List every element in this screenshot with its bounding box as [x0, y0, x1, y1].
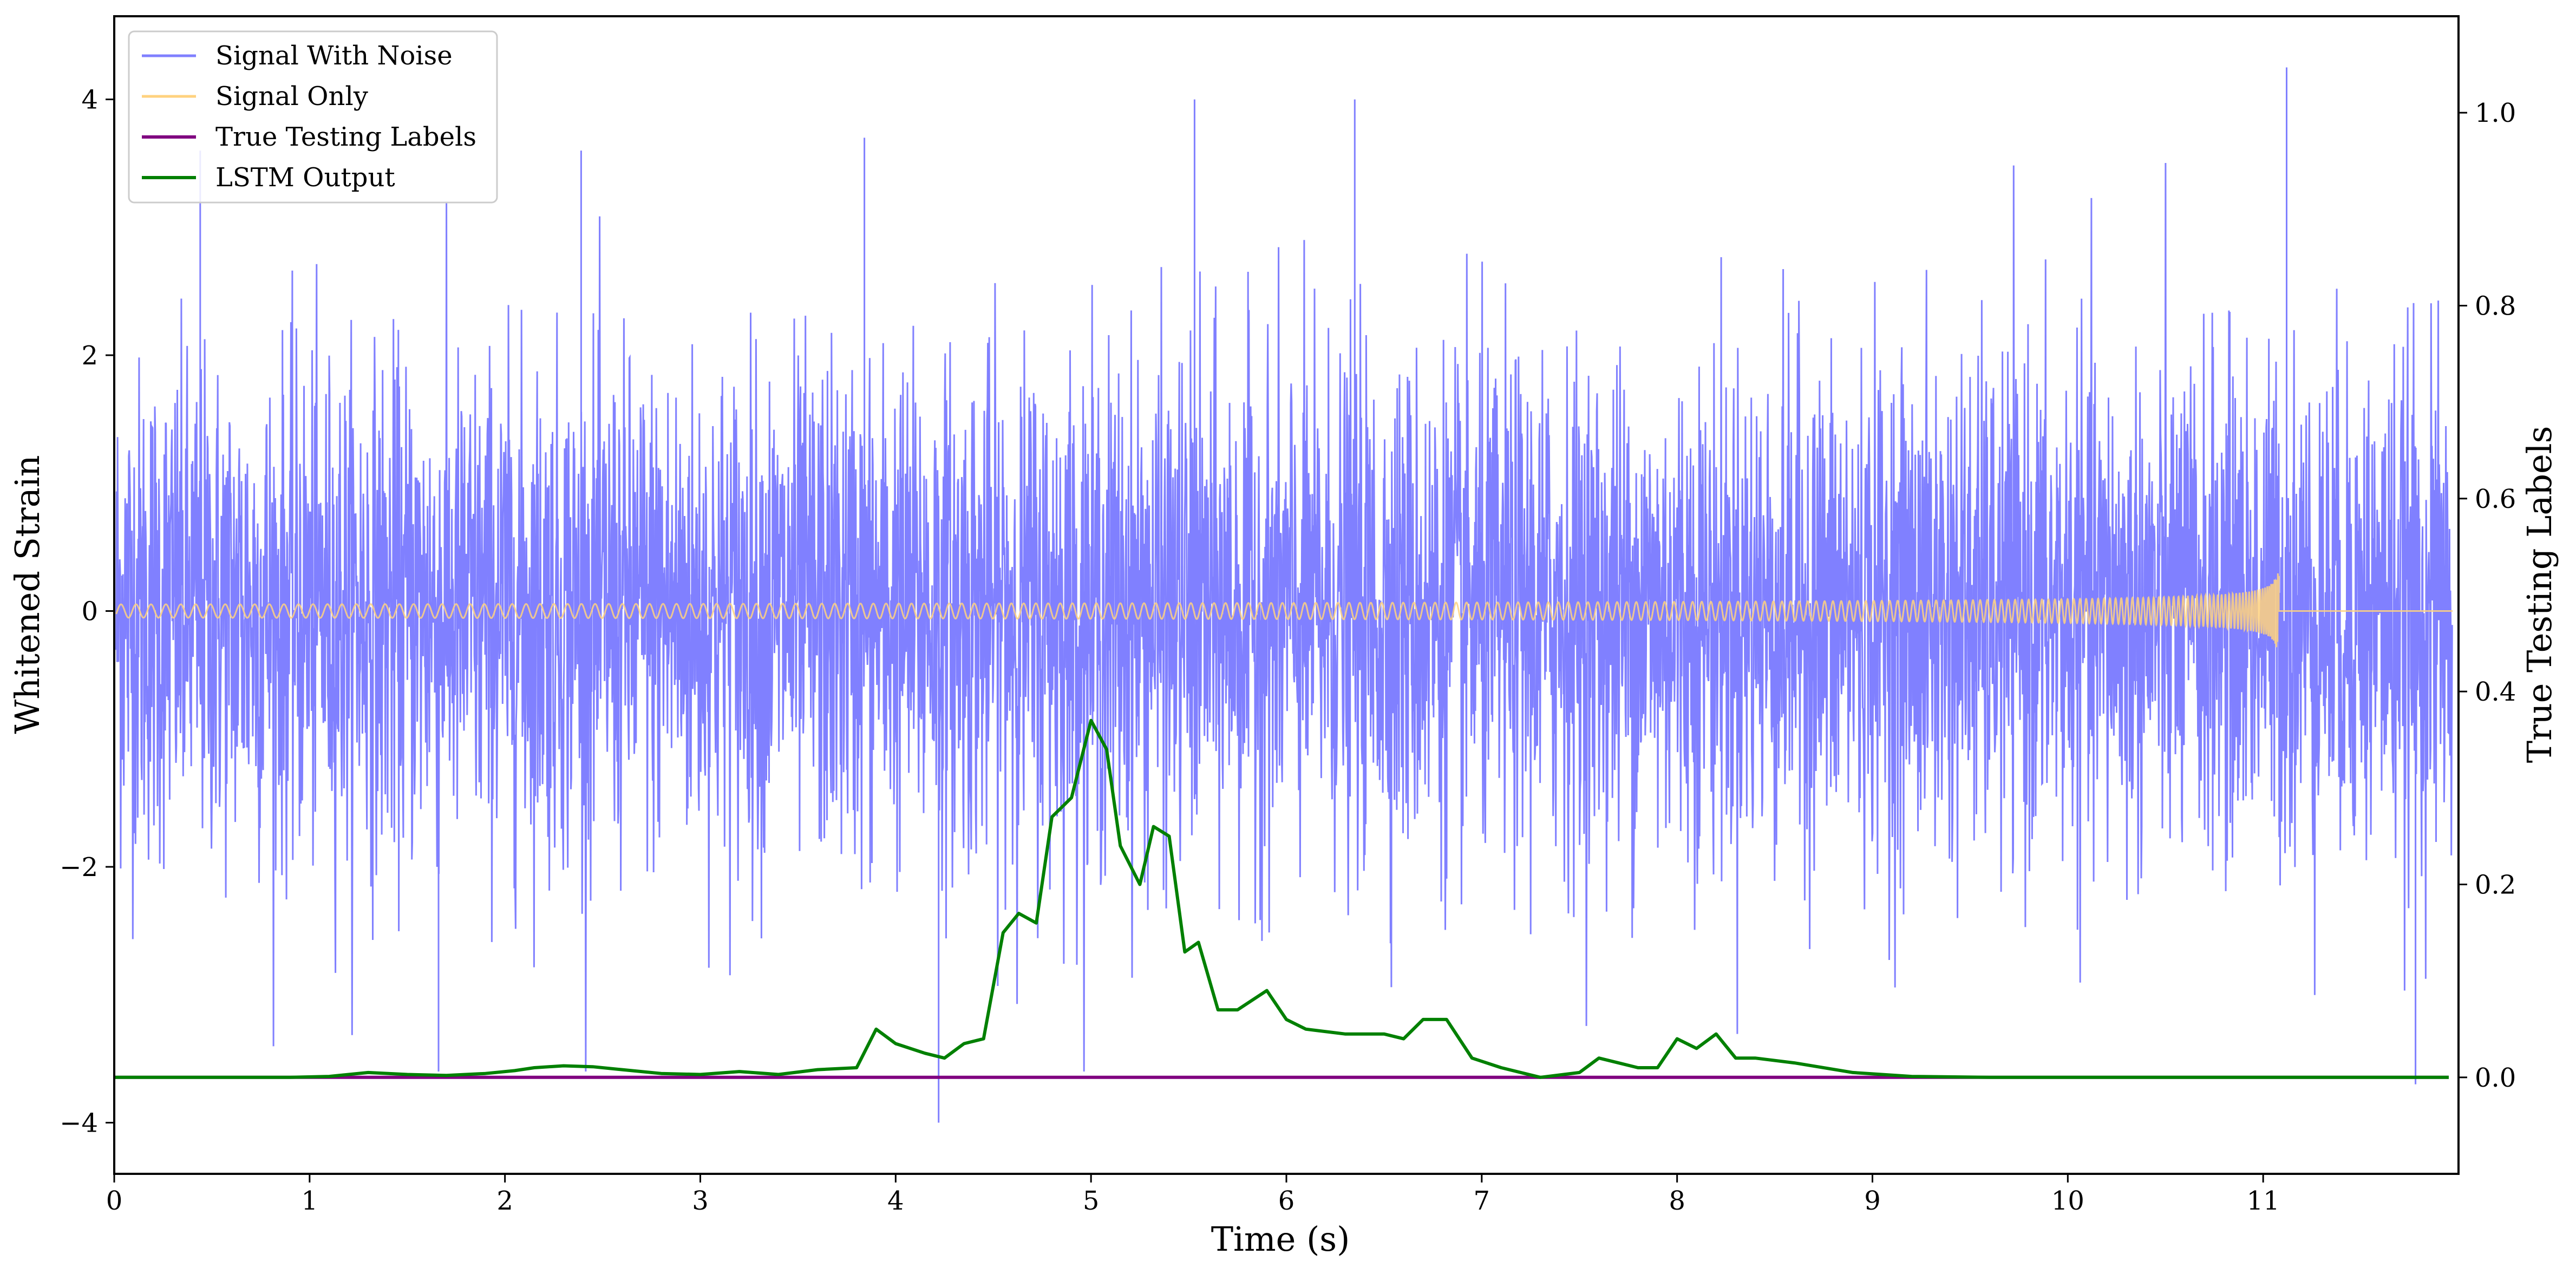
right-y-tick-label: 0.6: [2475, 484, 2516, 514]
legend-label-lstm-output: LSTM Output: [215, 162, 395, 193]
x-tick-label: 9: [1864, 1186, 1881, 1216]
x-tick-label: 11: [2247, 1186, 2280, 1216]
x-axis-ticks: 0 1 2 3 4 5 6 7 8 9 10 11: [106, 1174, 2280, 1216]
x-tick-label: 5: [1083, 1186, 1100, 1216]
y-tick-label: 4: [81, 85, 98, 115]
legend-label-signal-with-noise: Signal With Noise: [215, 41, 453, 71]
x-tick-label: 0: [106, 1186, 123, 1216]
lstm-output-series: [114, 718, 2449, 1079]
y-axis-label: Whitened Strain: [8, 455, 47, 734]
y-tick-label: 2: [81, 341, 98, 371]
y-tick-label: −2: [60, 852, 98, 883]
signal-only-series: [115, 573, 2453, 648]
legend-label-signal-only: Signal Only: [215, 81, 368, 112]
x-tick-label: 4: [887, 1186, 904, 1216]
y-tick-label: 0: [81, 597, 98, 627]
x-tick-label: 2: [496, 1186, 513, 1216]
x-tick-label: 7: [1474, 1186, 1490, 1216]
signal-with-noise-line: [115, 67, 2453, 1123]
lstm-output-line: [114, 718, 2449, 1079]
right-y-tick-label: 0.2: [2475, 870, 2516, 900]
x-tick-label: 1: [302, 1186, 318, 1216]
signal-with-noise-series: [115, 67, 2453, 1123]
x-axis-label: Time (s): [1211, 1219, 1350, 1259]
legend: Signal With Noise Signal Only True Testi…: [128, 30, 498, 204]
x-tick-label: 8: [1669, 1186, 1685, 1216]
y-axis-ticks: −4 −2 0 2 4: [60, 85, 114, 1139]
right-y-axis-label: True Testing Labels: [2520, 426, 2559, 763]
x-tick-label: 10: [2051, 1186, 2084, 1216]
y-tick-label: −4: [60, 1108, 98, 1139]
legend-box: [128, 30, 498, 204]
x-tick-label: 6: [1278, 1186, 1295, 1216]
right-y-tick-label: 0.8: [2475, 291, 2516, 322]
right-y-tick-label: 0.4: [2475, 677, 2516, 707]
legend-label-true-testing-labels: True Testing Labels: [215, 122, 476, 152]
right-y-tick-label: 0.0: [2475, 1063, 2516, 1093]
right-y-axis-ticks: 0.0 0.2 0.4 0.6 0.8 1.0: [2459, 98, 2516, 1093]
signal-only-line: [115, 573, 2453, 648]
right-y-tick-label: 1.0: [2475, 98, 2516, 128]
x-tick-label: 3: [692, 1186, 709, 1216]
plot-area: [114, 67, 2453, 1123]
